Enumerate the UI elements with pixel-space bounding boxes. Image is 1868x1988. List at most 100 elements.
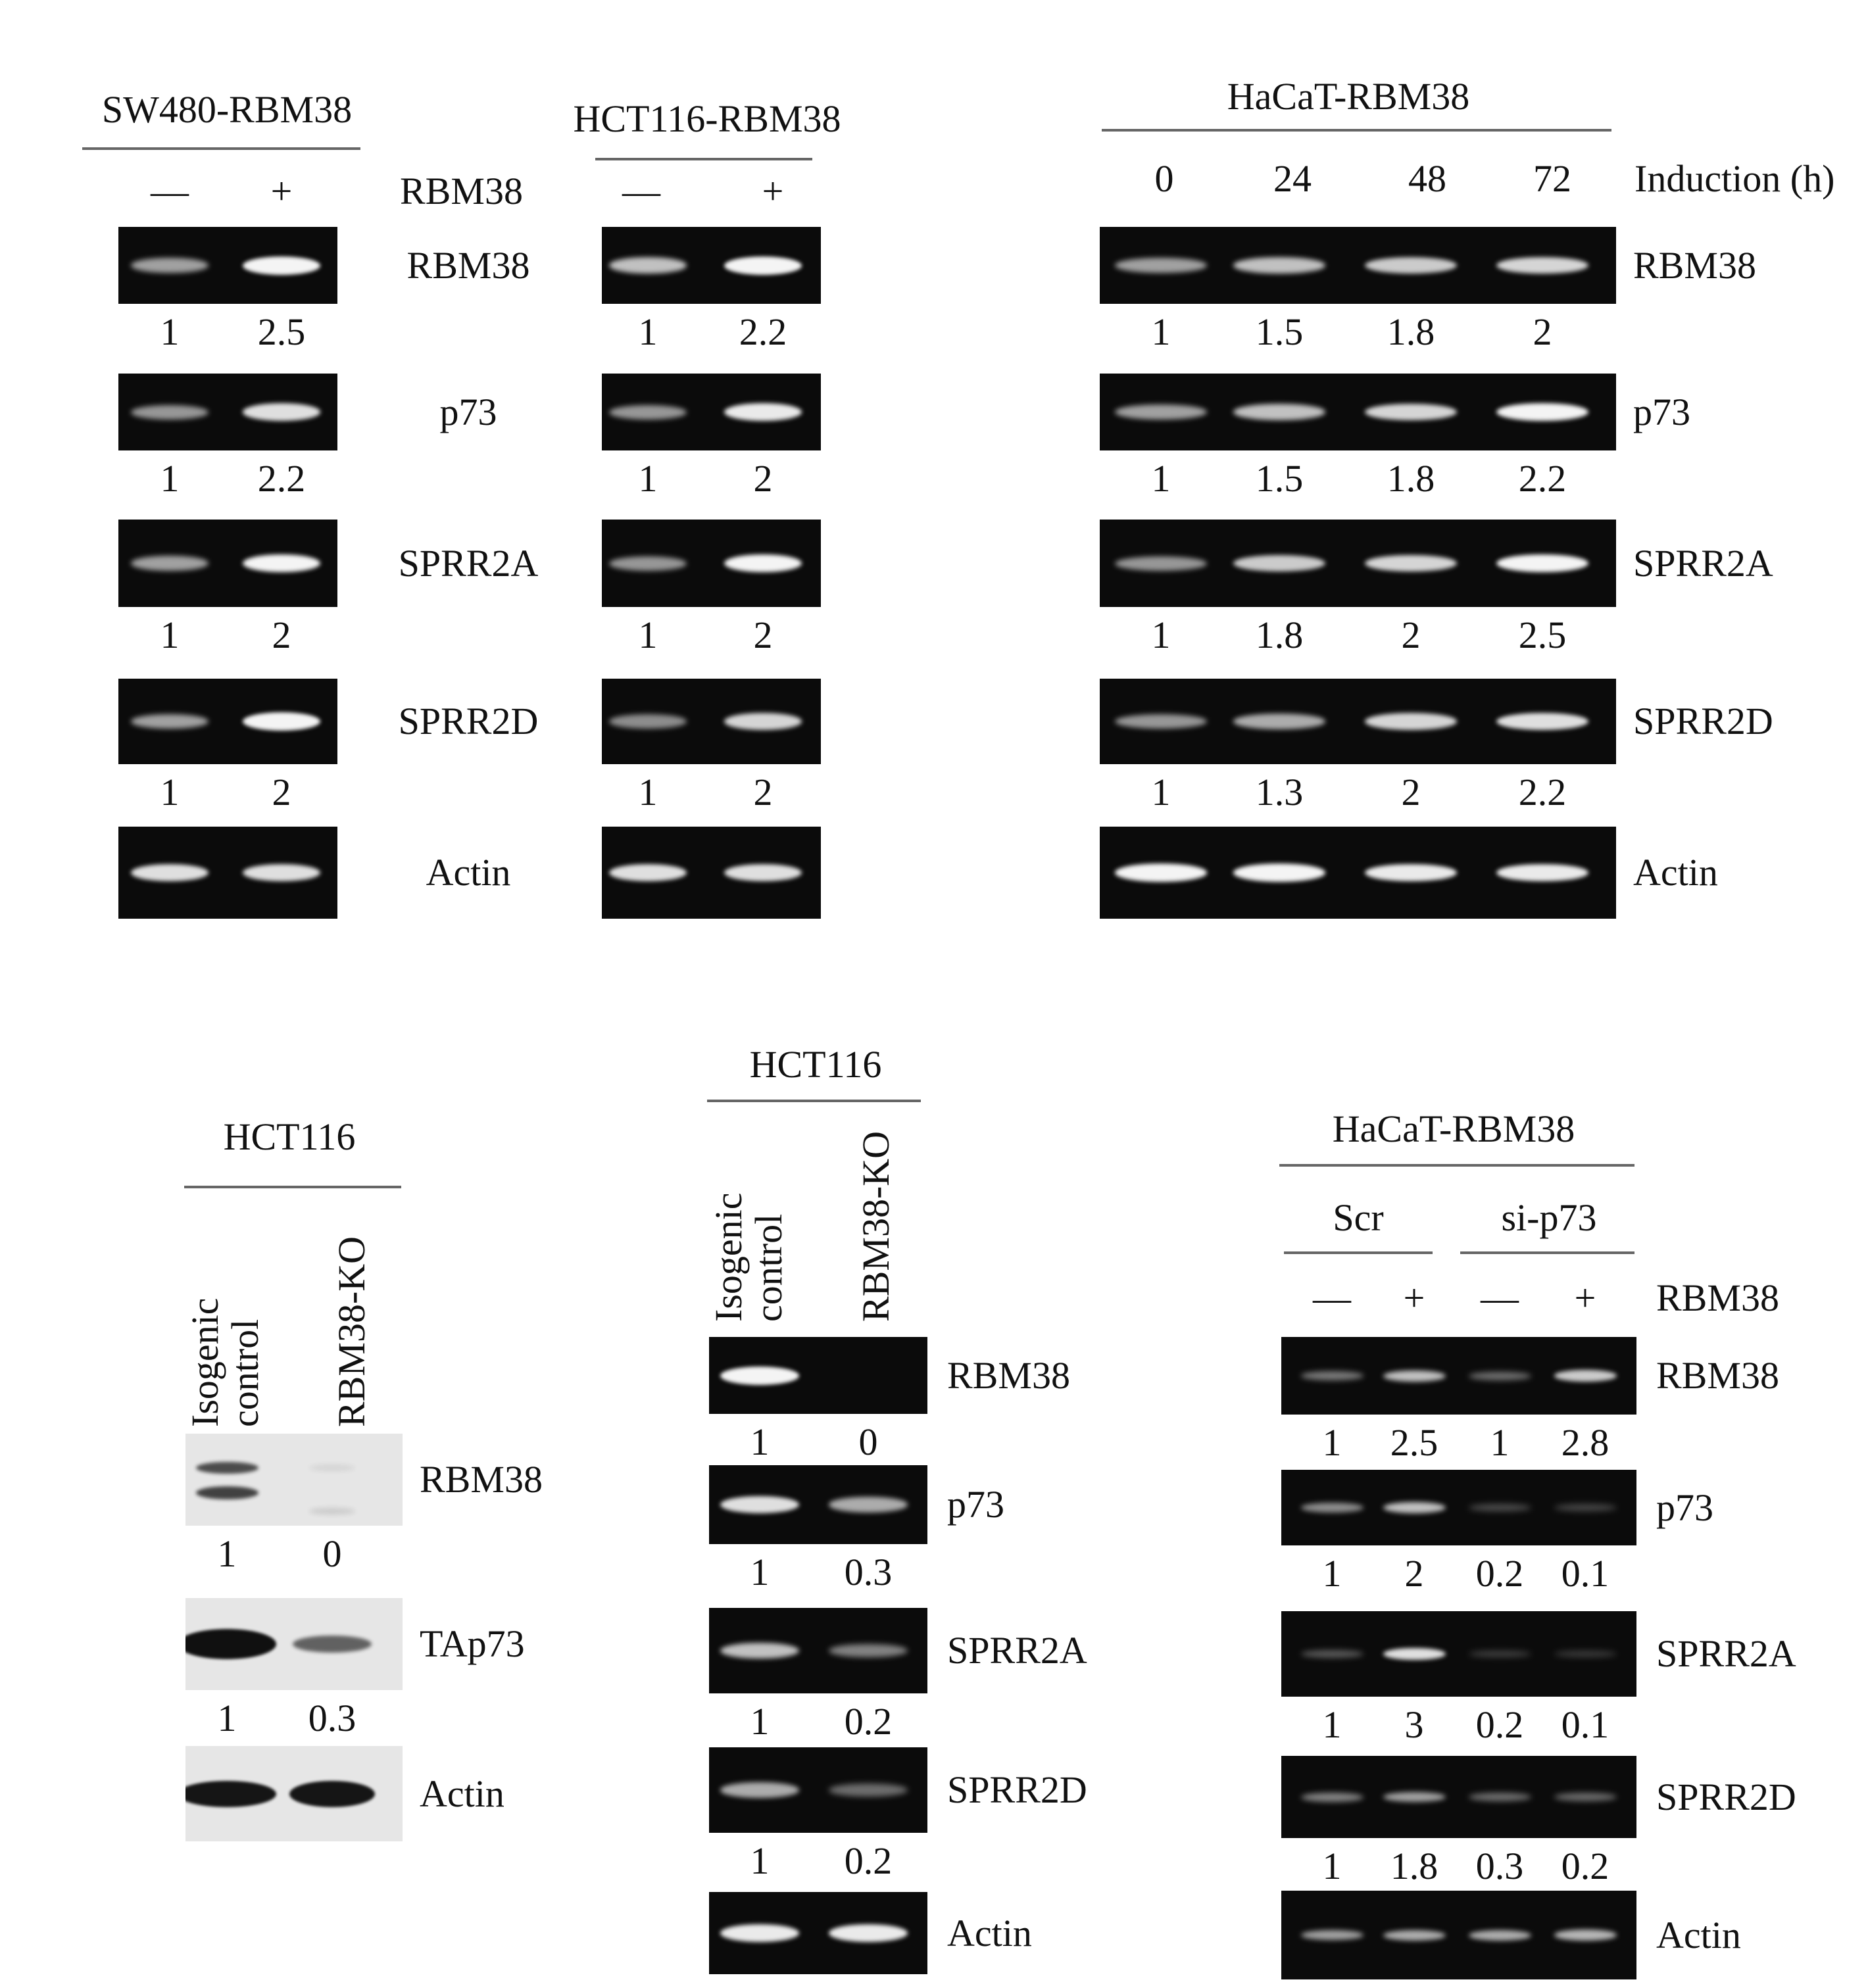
gel-f-p73 [1281,1470,1636,1545]
band [724,713,802,730]
quant-value: 0.2 [844,1839,893,1882]
row-label-rbm38: RBM38 [420,1458,543,1501]
blot-d-actin [185,1746,403,1841]
quant-value: 0.1 [1561,1703,1610,1746]
band [1554,1793,1617,1801]
gel-c-p73 [1100,374,1616,450]
quant-value: 2 [272,614,291,656]
quant-value: 1.8 [1387,457,1435,500]
band [1115,556,1207,571]
panel-title: HCT116 [223,1115,356,1158]
timepoint-label: 48 [1408,157,1446,200]
band [1496,712,1588,731]
band [1554,1650,1617,1658]
band [1300,1929,1364,1941]
band [131,863,209,882]
row-label-rbm38: RBM38 [1656,1354,1779,1397]
gel-b-p73 [602,374,821,450]
quant-value: 0.2 [844,1700,893,1743]
gel-f-sprr2d [1281,1756,1636,1838]
header-rule [1102,129,1611,132]
band [724,256,802,275]
band [1365,257,1457,274]
band [243,256,320,275]
quant-value: 0.2 [1475,1703,1524,1746]
gel-c-sprr2a [1100,520,1616,607]
quant-value: 1 [160,771,180,813]
band [131,556,209,571]
panel-title: HaCaT-RBM38 [1332,1107,1575,1150]
quant-value: 1 [638,457,658,500]
quant-value: 1 [1490,1421,1510,1464]
band [829,1783,908,1797]
band [1468,1650,1531,1658]
gel-e-p73 [709,1465,927,1544]
row-label-sprr2a: SPRR2A [947,1629,1087,1672]
gel-a-actin [118,827,337,919]
quant-value: 1.5 [1255,457,1304,500]
band [1496,863,1588,882]
quant-value: 2 [1401,614,1421,656]
band [1115,404,1207,420]
band [1300,1650,1364,1658]
band [1554,1929,1617,1941]
row-label-actin: Actin [420,1772,504,1815]
band [829,1497,908,1513]
gel-a-p73 [118,374,337,450]
band [1383,1370,1446,1382]
band [1554,1370,1617,1382]
quant-value: 2.2 [257,457,306,500]
blot-d-tap73 [185,1598,403,1690]
quant-value: 2 [1401,771,1421,813]
quant-value: 1.8 [1387,310,1435,353]
quant-value: 2 [1533,310,1552,353]
quant-value: 2 [753,771,773,813]
band [1496,256,1588,274]
quant-value: 1.8 [1255,614,1304,656]
quant-value: 1 [1151,310,1171,353]
gel-a-sprr2a [118,520,337,607]
treatment-mark: — [622,170,660,212]
band [1496,554,1588,573]
lane-label: RBM38-KO [330,1236,373,1427]
gel-e-rbm38 [709,1337,927,1414]
band [185,1629,276,1659]
band [195,1486,258,1499]
quant-value: 2.2 [1518,457,1567,500]
treatment-mark: — [1481,1276,1519,1319]
quant-value: 0.1 [1561,1552,1610,1595]
band [1233,714,1325,729]
row-label-actin: Actin [1633,851,1718,894]
quant-value: 1 [750,1839,770,1882]
quant-value: 2.5 [1390,1421,1438,1464]
row-label-sprr2a: SPRR2A [1633,541,1773,585]
band [195,1462,258,1474]
header-rule [1279,1164,1634,1167]
band [1365,554,1457,572]
quant-value: 2.2 [1518,771,1567,813]
band [1115,258,1207,273]
quant-value: 0 [322,1532,342,1575]
band [609,714,687,729]
band [1383,1929,1446,1941]
row-label-actin: Actin [947,1911,1032,1954]
band [1468,1793,1531,1801]
row-label-rbm38: RBM38 [947,1353,1070,1397]
quant-value: 0.3 [308,1697,356,1739]
band [1300,1792,1364,1802]
panel-title: HCT116-RBM38 [573,97,841,140]
quant-value: 1 [217,1697,237,1739]
quant-value: 1 [638,310,658,353]
band [1365,863,1457,882]
band [185,1780,276,1807]
band [1115,714,1207,729]
quant-value: 1 [160,310,180,353]
quant-value: 1 [217,1532,237,1575]
row-label-actin: Actin [1656,1913,1741,1956]
band [1115,863,1207,882]
gel-b-actin [602,827,821,919]
band [1383,1502,1446,1513]
panel-title: SW480-RBM38 [101,88,353,131]
panel-title: HCT116 [749,1043,882,1086]
band [720,1642,799,1659]
